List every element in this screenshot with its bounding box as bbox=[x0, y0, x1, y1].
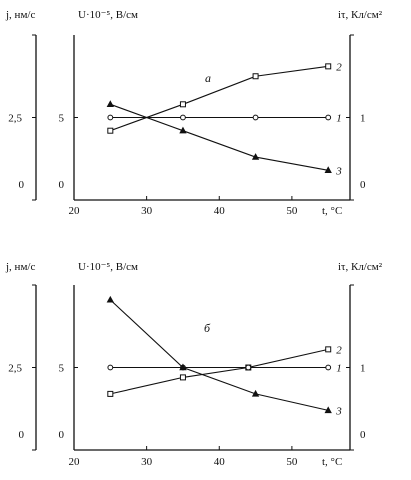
panel-1-panel-label: а bbox=[205, 71, 211, 85]
panel-1-x-tick-label: 40 bbox=[214, 205, 226, 217]
panel-2-center-tick-label: 0 bbox=[59, 429, 65, 441]
panel-1-series-2-label: 2 bbox=[336, 61, 342, 73]
panel-1-x-tick-label: 30 bbox=[141, 205, 153, 217]
panel-2-series-2-line bbox=[110, 348, 329, 395]
panel-1-left-axis-title: j, нм/с bbox=[5, 9, 35, 21]
panel-2-series-1-point bbox=[245, 364, 252, 371]
panel-1-left-tick-label: 2,5 bbox=[8, 113, 22, 125]
panel-2-x-tick-label: 30 bbox=[141, 456, 153, 468]
panel-1-right-tick-label: 1 bbox=[360, 113, 366, 125]
panel-2-right-tick-label: 0 bbox=[360, 429, 366, 441]
panel-1-series-3-point bbox=[179, 126, 187, 134]
panel-2-series-2-point bbox=[179, 374, 186, 381]
panel-2-x-tick-label: 50 bbox=[286, 456, 298, 468]
panel-1-series-2-point bbox=[179, 101, 186, 108]
panel-1-series-3-label: 3 bbox=[335, 165, 342, 177]
panel-2-x-tick-label: 20 bbox=[69, 456, 81, 468]
panel-2-series-2-point bbox=[107, 390, 114, 397]
panel-1-series-2-point bbox=[252, 73, 259, 80]
panel-2-series-2-point bbox=[325, 346, 332, 353]
panel-1-x-axis-label: t, °C bbox=[322, 205, 342, 217]
panel-1-series-1-point bbox=[107, 114, 114, 121]
panel-1-series-1-point bbox=[325, 114, 332, 121]
panel-2-series-2-label: 2 bbox=[336, 344, 342, 356]
panel-1-left-tick-label: 0 bbox=[19, 179, 25, 191]
panel-2-series-1-point bbox=[107, 364, 114, 371]
panel-1-center-tick-label: 0 bbox=[59, 179, 65, 191]
panel-2-series-3-line bbox=[109, 299, 329, 411]
panel-1-series-3-point bbox=[251, 153, 260, 160]
panel-1-series-1-point bbox=[180, 114, 186, 121]
panel-2-panel-label: б bbox=[204, 321, 211, 335]
panel-1-series-1-point bbox=[252, 114, 259, 121]
panel-1-right-axis-title: iτ, Кл/см² bbox=[338, 9, 383, 21]
panel-1-series-3-line bbox=[110, 103, 329, 171]
panel-2-series-1-label: 1 bbox=[336, 363, 342, 375]
panel-2-series-3-point bbox=[106, 295, 114, 303]
panel-2-right-tick-label: 1 bbox=[360, 363, 366, 375]
panel-1-series-2-line bbox=[110, 65, 329, 132]
panel-2-series-3-label: 3 bbox=[335, 405, 342, 417]
panel-1-x-tick-label: 50 bbox=[286, 205, 298, 217]
panel-2-series-3-point bbox=[251, 389, 260, 397]
panel-1-series-2-point bbox=[325, 63, 332, 70]
panel-1-right-tick-label: 0 bbox=[360, 179, 366, 191]
panel-1-series-2-point bbox=[107, 127, 114, 134]
panel-2-left-tick-label: 2,5 bbox=[8, 363, 22, 375]
panel-2-center-tick-label: 5 bbox=[59, 363, 65, 375]
panel-2-x-axis-label: t, °C bbox=[322, 456, 342, 468]
panel-2-series-3-point bbox=[179, 363, 187, 371]
panel-2-left-axis-title: j, нм/с bbox=[5, 261, 35, 273]
panel-2-right-axis-title: iτ, Кл/см² bbox=[338, 261, 383, 273]
panel-2-series-3-point bbox=[324, 406, 332, 414]
panel-1-series-3-point bbox=[324, 166, 332, 173]
panel-1-series-3-point bbox=[106, 100, 114, 107]
panel-2-left-tick-label: 0 bbox=[19, 429, 25, 441]
panel-2-series-1-point bbox=[325, 364, 332, 371]
panel-2-x-tick-label: 40 bbox=[214, 456, 226, 468]
panel-1-series-1-label: 1 bbox=[336, 113, 342, 125]
panel-2-center-axis-title: U·10⁻⁵, В/см bbox=[78, 261, 138, 273]
panel-1-center-tick-label: 5 bbox=[59, 113, 65, 125]
panel-1-x-tick-label: 20 bbox=[69, 205, 81, 217]
panel-1-center-axis-title: U·10⁻⁵, В/см bbox=[78, 9, 138, 21]
